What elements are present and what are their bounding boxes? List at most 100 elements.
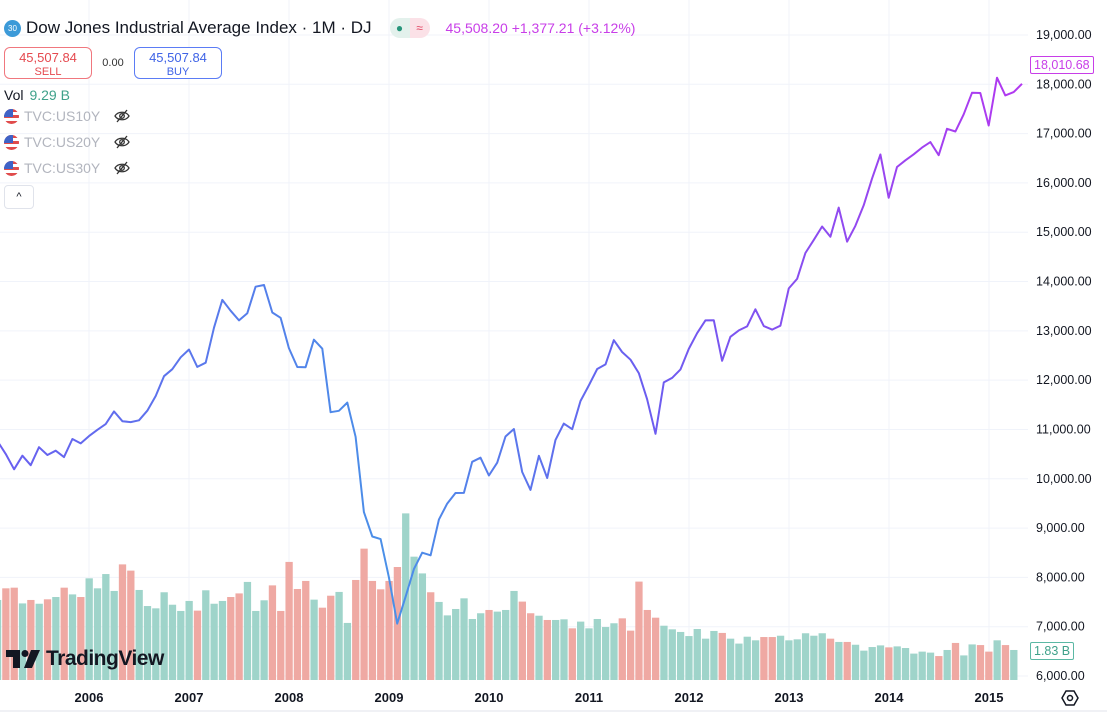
volume-bar — [35, 603, 43, 680]
volume-bar — [318, 607, 327, 680]
eye-off-icon[interactable] — [114, 108, 131, 124]
volume-bar — [618, 618, 626, 680]
buy-button[interactable]: 45,507.84 BUY — [134, 47, 222, 79]
volume-bar — [868, 647, 876, 680]
volume-bar — [85, 578, 93, 680]
volume-bar — [68, 594, 77, 680]
volume-bar — [252, 610, 260, 680]
y-tick-label: 8,000.00 — [1036, 570, 1085, 584]
x-tick-label: 2007 — [175, 690, 204, 705]
eye-off-icon[interactable] — [114, 134, 131, 150]
delayed-data-icon: ≈ — [409, 18, 430, 38]
compare-symbol-1[interactable]: TVC:US20Y — [4, 129, 635, 155]
symbol-title[interactable]: Dow Jones Industrial Average Index · 1M … — [26, 18, 372, 37]
tradingview-logo[interactable]: TradingView — [6, 647, 164, 671]
volume-bar — [468, 618, 477, 680]
volume-bar — [435, 601, 443, 680]
volume-bar — [1010, 649, 1018, 680]
volume-bar — [152, 608, 160, 680]
sell-button[interactable]: 45,507.84 SELL — [4, 47, 92, 79]
volume-bar — [518, 601, 526, 680]
volume-bar — [968, 644, 976, 680]
volume-bar — [851, 644, 860, 680]
volume-bar — [643, 609, 651, 680]
volume-bar — [293, 588, 302, 680]
volume-bar — [268, 585, 277, 680]
volume-bar — [235, 593, 243, 680]
volume-bar — [993, 640, 1001, 680]
volume-bar — [735, 643, 743, 680]
volume-bar — [843, 641, 851, 680]
x-tick-label: 2008 — [275, 690, 304, 705]
volume-bar — [485, 609, 493, 680]
volume-bar — [693, 628, 701, 680]
volume-bar — [976, 645, 985, 680]
volume-bar — [668, 629, 676, 680]
volume-bar — [343, 622, 352, 680]
volume-bar — [260, 600, 268, 680]
volume-bar — [477, 613, 485, 680]
settings-icon[interactable] — [1060, 688, 1080, 708]
volume-bar — [243, 581, 252, 680]
volume-bar — [202, 590, 210, 680]
time-axis[interactable]: 2006 2007 2008 2009 2010 2011 2012 2013 2014 2015 — [75, 690, 1004, 705]
volume-bar — [160, 592, 168, 680]
volume-bar — [568, 628, 576, 680]
volume-bar — [810, 635, 818, 680]
last-price-label: 18,010.68 — [1030, 56, 1094, 74]
price-line — [0, 76, 1023, 625]
volume-bar — [60, 587, 68, 680]
volume-bar — [776, 635, 785, 680]
compare-symbol-0[interactable]: TVC:US10Y — [4, 103, 635, 129]
volume-bar — [626, 630, 635, 680]
eye-off-icon[interactable] — [114, 160, 131, 176]
volume-bar — [185, 600, 193, 680]
volume-bar — [43, 599, 52, 680]
volume-legend[interactable]: Vol 9.29 B — [4, 87, 635, 103]
y-tick-label: 12,000.00 — [1036, 373, 1092, 387]
volume-bar — [277, 610, 285, 680]
volume-bar — [10, 587, 18, 680]
volume-label: Vol — [4, 87, 24, 103]
compare-symbol-2[interactable]: TVC:US30Y — [4, 155, 635, 181]
y-tick-label: 13,000.00 — [1036, 324, 1092, 338]
volume-bar — [227, 597, 235, 680]
collapse-legend-button[interactable]: ^ — [4, 185, 34, 209]
volume-bar — [560, 619, 568, 680]
buy-price: 45,507.84 — [149, 50, 207, 65]
volume-bar — [593, 618, 601, 680]
volume-bar — [926, 652, 935, 680]
volume-bar — [52, 597, 60, 680]
volume-bar — [826, 638, 835, 680]
volume-bar — [552, 619, 560, 680]
volume-bar — [718, 632, 726, 680]
volume-bar — [901, 648, 910, 680]
volume-bar — [743, 636, 751, 680]
volume-bar — [502, 609, 510, 680]
y-tick-label: 15,000.00 — [1036, 225, 1092, 239]
market-status[interactable]: ● ≈ — [389, 18, 430, 38]
volume-bar — [660, 625, 668, 680]
volume-bar — [585, 628, 593, 680]
x-tick-label: 2014 — [875, 690, 905, 705]
volume-value: 9.29 B — [29, 87, 70, 103]
y-tick-label: 14,000.00 — [1036, 275, 1092, 289]
volume-bar — [510, 590, 518, 680]
y-tick-label: 11,000.00 — [1036, 422, 1091, 436]
volume-bar — [751, 640, 760, 680]
volume-bar — [27, 599, 35, 680]
x-tick-label: 2006 — [75, 690, 104, 705]
volume-bar — [210, 603, 218, 680]
volume-bar — [801, 633, 810, 680]
y-tick-label: 17,000.00 — [1036, 127, 1092, 141]
volume-bar — [135, 589, 143, 680]
price-axis[interactable]: 19,000.00 18,000.00 17,000.00 16,000.00 15,0… — [1036, 28, 1092, 683]
volume-bar — [710, 630, 718, 680]
volume-bar — [18, 603, 27, 680]
volume-bar — [918, 651, 926, 680]
us-flag-icon — [4, 160, 19, 176]
chart-legend: 30 Dow Jones Industrial Average Index · … — [4, 16, 635, 209]
volume-bar — [768, 637, 776, 680]
volume-bar — [102, 574, 110, 680]
